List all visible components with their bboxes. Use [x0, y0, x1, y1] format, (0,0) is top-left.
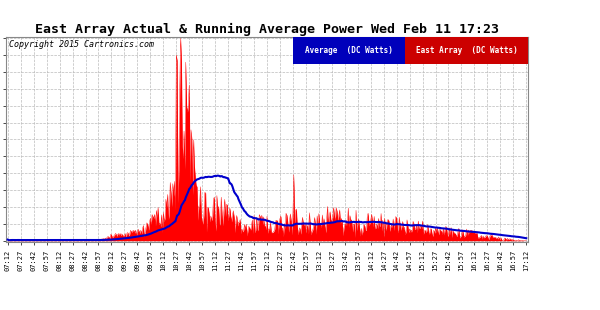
FancyBboxPatch shape [293, 37, 406, 64]
FancyBboxPatch shape [406, 37, 528, 64]
Title: East Array Actual & Running Average Power Wed Feb 11 17:23: East Array Actual & Running Average Powe… [35, 23, 499, 36]
Text: Copyright 2015 Cartronics.com: Copyright 2015 Cartronics.com [8, 40, 154, 49]
Text: Average  (DC Watts): Average (DC Watts) [305, 46, 393, 55]
Text: East Array  (DC Watts): East Array (DC Watts) [416, 46, 518, 55]
